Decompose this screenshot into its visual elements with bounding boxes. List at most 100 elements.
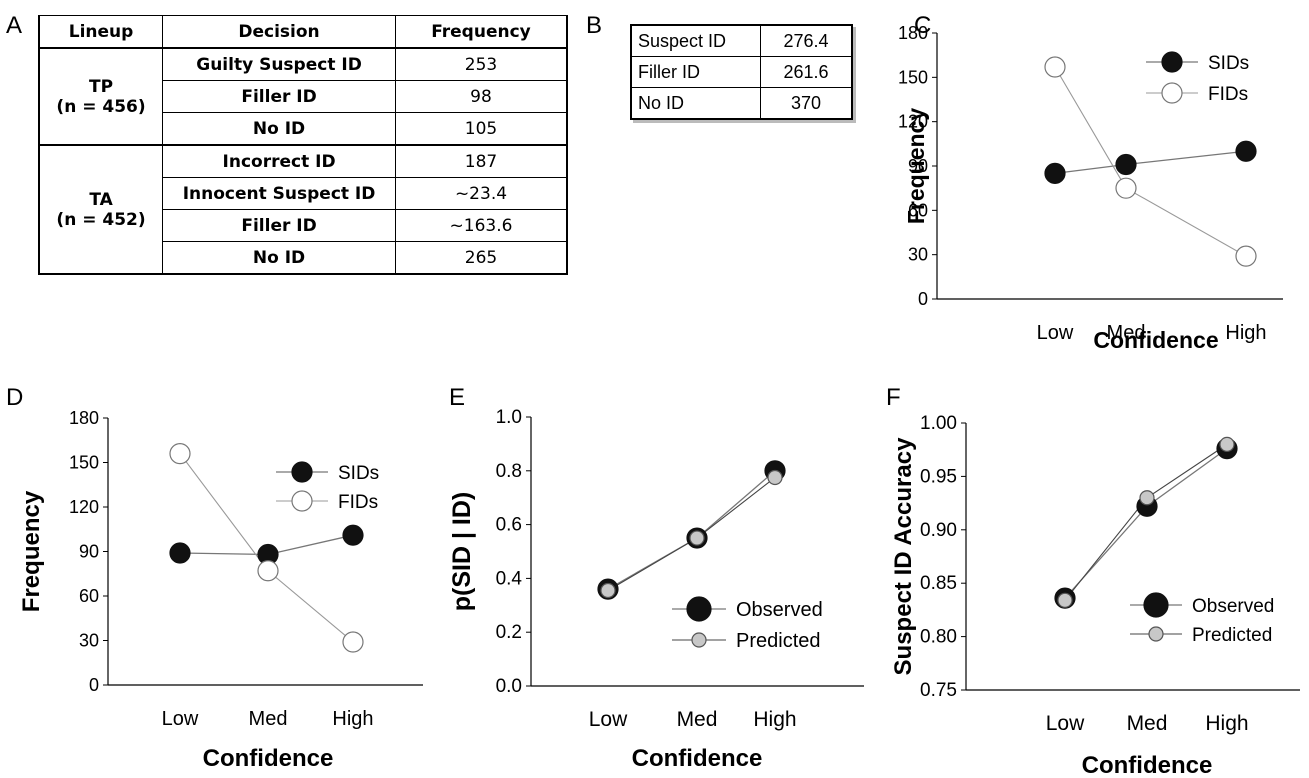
x-tick-label: Med <box>249 708 288 730</box>
y-tick-label: 120 <box>898 112 928 132</box>
predicted-frequency-table: Suspect ID 276.4 Filler ID 261.6 No ID 3… <box>630 24 853 120</box>
legend-label: Observed <box>1192 596 1274 617</box>
data-point-fids <box>1235 245 1257 267</box>
y-tick-label: 0.8 <box>496 461 522 482</box>
data-point-predicted <box>600 582 616 599</box>
col-header-lineup: Lineup <box>38 15 164 49</box>
y-axis-title: Frequency <box>903 108 929 225</box>
y-tick-label: 1.0 <box>496 407 522 428</box>
panel-label-b: B <box>586 12 603 39</box>
x-axis-title: Confidence <box>632 745 763 772</box>
x-tick-label: High <box>1225 322 1266 344</box>
decision-cell: No ID <box>162 112 396 146</box>
table-header-row: Lineup Decision Frequency <box>38 15 568 49</box>
row-value: 261.6 <box>760 56 853 88</box>
legend-marker <box>1148 626 1164 642</box>
data-point-sids <box>1044 162 1066 184</box>
legend-marker <box>1161 82 1183 104</box>
panel-label-d: D <box>6 384 24 411</box>
x-tick-label: Med <box>1127 712 1168 735</box>
data-point-fids <box>1044 56 1066 78</box>
y-tick-label: 180 <box>69 408 99 428</box>
y-tick-label: 0.2 <box>496 622 522 643</box>
table-row: Suspect ID 276.4 <box>630 24 853 57</box>
y-tick-label: 0.85 <box>920 573 957 594</box>
y-tick-label: 120 <box>69 497 99 517</box>
legend-label: Predicted <box>1192 625 1272 646</box>
lineup-cell-tp: TP (n = 456) <box>38 47 164 146</box>
row-label: Suspect ID <box>630 24 761 57</box>
decision-cell: Incorrect ID <box>162 144 396 178</box>
legend-label: Predicted <box>736 630 821 652</box>
x-axis-title: Confidence <box>1082 752 1213 778</box>
data-point-sids <box>1235 140 1257 162</box>
frequency-cell: 98 <box>395 80 568 113</box>
x-tick-label: Med <box>1107 322 1146 344</box>
table-row: Filler ID ~163.6 <box>39 209 568 242</box>
lineup-name: TP <box>89 76 114 97</box>
y-axis-title: Suspect ID Accuracy <box>890 437 917 676</box>
data-point-predicted <box>689 530 705 546</box>
panel-label-f: F <box>886 384 901 411</box>
frequency-cell: 253 <box>395 47 568 81</box>
series-line-sids <box>1054 150 1247 175</box>
row-value: 370 <box>760 87 853 120</box>
data-point-sids <box>342 524 364 546</box>
decision-cell: No ID <box>162 241 396 275</box>
legend-marker <box>691 632 707 648</box>
legend-marker <box>291 461 313 483</box>
data-point-fids <box>342 631 364 653</box>
table-row: No ID 105 <box>39 112 568 146</box>
x-axis-title: Confidence <box>203 745 334 772</box>
legend-marker <box>1143 592 1169 618</box>
x-tick-label: High <box>1205 712 1248 735</box>
chart-panel-e: 0.0 0.2 0.4 0.6 0.8 1.0 Low Med High Confidence p(… <box>448 407 864 772</box>
y-tick-label: 30 <box>908 245 928 265</box>
x-tick-label: Med <box>677 708 718 731</box>
chart-panel-f: 0.75 0.80 0.85 0.90 0.95 1.00 Low Med High Confid… <box>890 413 1300 778</box>
col-header-decision: Decision <box>162 15 396 49</box>
legend-marker <box>291 490 313 512</box>
legend-label: SIDs <box>1208 53 1249 74</box>
series-line-predicted <box>1064 443 1228 601</box>
row-label: No ID <box>630 87 761 120</box>
panel-label-e: E <box>449 384 466 411</box>
lineup-n: (n = 452) <box>56 209 146 230</box>
x-tick-label: High <box>332 708 373 730</box>
table-row: Innocent Suspect ID ~23.4 <box>39 177 568 210</box>
y-tick-label: 150 <box>69 453 99 473</box>
legend-label: SIDs <box>338 463 379 484</box>
panel-label-c: C <box>914 12 932 39</box>
row-label: Filler ID <box>630 56 761 88</box>
x-tick-label: Low <box>1037 322 1074 344</box>
decision-cell: Innocent Suspect ID <box>162 177 396 210</box>
table-row: TP (n = 456) Guilty Suspect ID 253 <box>38 47 568 146</box>
frequency-cell: ~163.6 <box>395 209 568 242</box>
lineup-decision-table: Lineup Decision Frequency TP (n = 456) G… <box>38 15 568 275</box>
legend-label: FIDs <box>338 492 378 513</box>
y-axis-title: Frequency <box>18 490 45 612</box>
table-row: TA (n = 452) Incorrect ID 187 <box>38 144 568 275</box>
x-tick-label: Low <box>162 708 199 730</box>
legend-marker <box>1161 51 1183 73</box>
x-tick-label: Low <box>589 708 628 731</box>
frequency-cell: 105 <box>395 112 568 146</box>
lineup-name: TA <box>89 189 113 210</box>
y-tick-label: 60 <box>908 200 928 220</box>
lineup-n: (n = 456) <box>56 96 146 117</box>
table-row: Filler ID 98 <box>39 80 568 113</box>
x-tick-label: High <box>753 708 796 731</box>
y-tick-label: 0 <box>89 675 99 695</box>
y-axis-title: p(SID | ID) <box>448 492 476 611</box>
table-row: No ID 265 <box>39 241 568 275</box>
row-value: 276.4 <box>760 24 853 57</box>
series-line-observed <box>1064 448 1228 599</box>
chart-panel-d: 0 30 60 90 120 150 180 Low Med High Confidence Freq… <box>18 408 423 772</box>
frequency-cell: 265 <box>395 241 568 275</box>
y-tick-label: 0.4 <box>496 568 523 589</box>
y-tick-label: 0.0 <box>496 676 522 697</box>
data-point-fids <box>169 443 191 465</box>
data-point-fids <box>257 560 279 582</box>
y-tick-label: 0.90 <box>920 520 957 541</box>
decision-cell: Filler ID <box>162 80 396 113</box>
